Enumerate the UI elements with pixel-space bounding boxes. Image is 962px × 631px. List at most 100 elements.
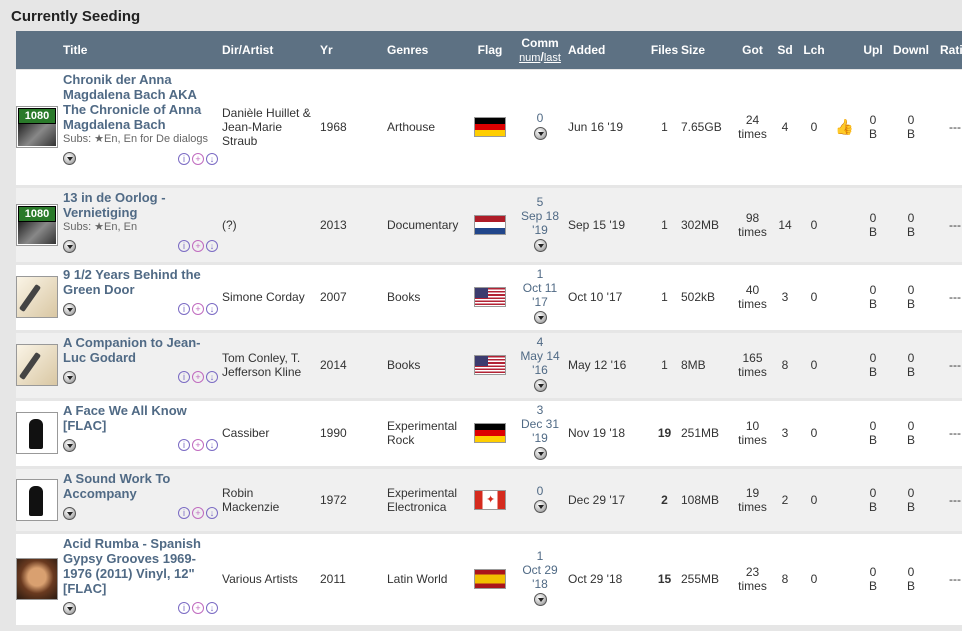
files-cell[interactable]: 15 [648, 533, 681, 625]
comments-last-year[interactable]: '19 [532, 222, 548, 237]
seeders-cell[interactable]: 14 [774, 187, 796, 262]
files-cell[interactable]: 1 [648, 332, 681, 398]
download-arrow-icon[interactable]: ↓ [206, 303, 218, 315]
cover-thumbnail[interactable] [16, 558, 58, 600]
snatched-cell[interactable]: 23 times [731, 533, 774, 625]
download-icon[interactable] [63, 239, 76, 253]
genres-cell[interactable]: Books [387, 264, 468, 330]
header-added[interactable]: Added [568, 31, 648, 70]
comments-last-date[interactable]: Dec 31 [520, 417, 560, 431]
year-cell[interactable]: 2011 [320, 533, 387, 625]
snatched-cell[interactable]: 165 times [731, 332, 774, 398]
torrent-title-link[interactable]: 13 in de Oorlog - Vernietiging [63, 189, 166, 220]
comments-last-year[interactable]: '18 [532, 577, 548, 591]
files-cell[interactable]: 1 [648, 187, 681, 262]
download-icon[interactable] [63, 302, 76, 316]
info-icon[interactable]: i [178, 303, 190, 315]
genres-cell[interactable]: Books [387, 332, 468, 398]
comments-count[interactable]: 4 [536, 335, 544, 349]
comments-download-icon[interactable] [533, 499, 547, 513]
comments-count[interactable]: 1 [536, 549, 544, 563]
add-bookmark-icon[interactable]: + [192, 303, 204, 315]
files-cell[interactable]: 1 [648, 264, 681, 330]
info-icon[interactable]: i [178, 439, 190, 451]
add-bookmark-icon[interactable]: + [192, 602, 204, 614]
cover-thumbnail[interactable] [16, 344, 58, 386]
artist-cell[interactable]: Robin Mackenzie [222, 468, 320, 531]
comments-download-icon[interactable] [533, 127, 547, 141]
files-cell[interactable]: 2 [648, 468, 681, 531]
download-icon[interactable] [63, 152, 76, 165]
cover-thumbnail[interactable] [16, 412, 58, 454]
torrent-title-link[interactable]: A Face We All Know [FLAC] [63, 402, 187, 433]
header-sd[interactable]: Sd [774, 31, 796, 70]
header-ratio[interactable]: Ratio [933, 31, 962, 70]
torrent-title-link[interactable]: A Companion to Jean-Luc Godard [63, 334, 201, 365]
snatched-cell[interactable]: 19 times [731, 468, 774, 531]
snatched-cell[interactable]: 24 times [731, 69, 774, 185]
download-icon[interactable] [63, 506, 76, 520]
comments-count[interactable]: 3 [536, 403, 544, 417]
info-icon[interactable]: i [178, 602, 190, 614]
seeders-cell[interactable]: 4 [774, 69, 796, 185]
add-bookmark-icon[interactable]: + [192, 152, 204, 165]
add-bookmark-icon[interactable]: + [192, 507, 204, 519]
header-title[interactable]: Title [63, 31, 222, 70]
download-arrow-icon[interactable]: ↓ [206, 371, 218, 383]
comments-download-icon[interactable] [533, 447, 547, 460]
comments-download-icon[interactable] [533, 593, 547, 606]
cover-thumbnail[interactable]: 1080 [16, 203, 58, 246]
header-comm-label[interactable]: Comm [521, 36, 559, 50]
download-icon[interactable] [63, 438, 76, 452]
header-flag[interactable]: Flag [468, 31, 512, 70]
cover-thumbnail[interactable] [16, 478, 58, 521]
add-bookmark-icon[interactable]: + [192, 371, 204, 383]
torrent-title-link[interactable]: A Sound Work To Accompany [63, 470, 171, 501]
info-icon[interactable]: i [178, 507, 190, 519]
header-genres[interactable]: Genres [387, 31, 468, 70]
comments-last-year[interactable]: '16 [532, 363, 548, 377]
comments-count[interactable]: 5 [536, 194, 544, 209]
seeders-cell[interactable]: 3 [774, 400, 796, 466]
files-cell[interactable]: 19 [648, 400, 681, 466]
comments-count[interactable]: 0 [536, 483, 544, 498]
add-bookmark-icon[interactable]: + [192, 439, 204, 451]
header-got[interactable]: Got [731, 31, 774, 70]
comments-last-date[interactable]: Sep 18 [520, 208, 560, 223]
header-files[interactable]: Files [648, 31, 681, 70]
snatched-cell[interactable]: 10 times [731, 400, 774, 466]
files-cell[interactable]: 1 [648, 69, 681, 185]
torrent-title-link[interactable]: Acid Rumba - Spanish Gypsy Grooves 1969-… [63, 535, 201, 596]
seeders-cell[interactable]: 3 [774, 264, 796, 330]
header-year[interactable]: Yr [320, 31, 387, 70]
download-arrow-icon[interactable]: ↓ [206, 602, 218, 614]
year-cell[interactable]: 1968 [320, 69, 387, 185]
genres-cell[interactable]: Arthouse [387, 69, 468, 185]
download-arrow-icon[interactable]: ↓ [206, 507, 218, 519]
comments-last-date[interactable]: Oct 29 [522, 563, 558, 577]
comments-last-year[interactable]: '17 [532, 295, 548, 309]
year-cell[interactable]: 2014 [320, 332, 387, 398]
header-size[interactable]: Size [681, 31, 731, 70]
download-arrow-icon[interactable]: ↓ [206, 439, 218, 451]
header-comm-num[interactable]: num [519, 52, 541, 64]
comments-last-date[interactable]: Oct 11 [522, 281, 558, 295]
comments-download-icon[interactable] [533, 238, 547, 252]
info-icon[interactable]: i [178, 240, 190, 252]
year-cell[interactable]: 2007 [320, 264, 387, 330]
artist-cell[interactable]: Danièle Huillet & Jean-Marie Straub [222, 69, 320, 185]
artist-cell[interactable]: Simone Corday [222, 264, 320, 330]
comments-last-date[interactable]: May 14 [520, 349, 560, 363]
seeders-cell[interactable]: 8 [774, 332, 796, 398]
header-downl[interactable]: Downl [889, 31, 933, 70]
header-upl[interactable]: Upl [857, 31, 889, 70]
snatched-cell[interactable]: 98 times [731, 187, 774, 262]
cover-thumbnail[interactable] [16, 276, 58, 318]
year-cell[interactable]: 1990 [320, 400, 387, 466]
genres-cell[interactable]: Documentary [387, 187, 468, 262]
artist-cell[interactable]: Various Artists [222, 533, 320, 625]
thumbs-up-icon[interactable]: 👍 [835, 119, 854, 137]
header-lch[interactable]: Lch [796, 31, 832, 70]
comments-download-icon[interactable] [533, 379, 547, 392]
download-arrow-icon[interactable]: ↓ [206, 152, 218, 165]
